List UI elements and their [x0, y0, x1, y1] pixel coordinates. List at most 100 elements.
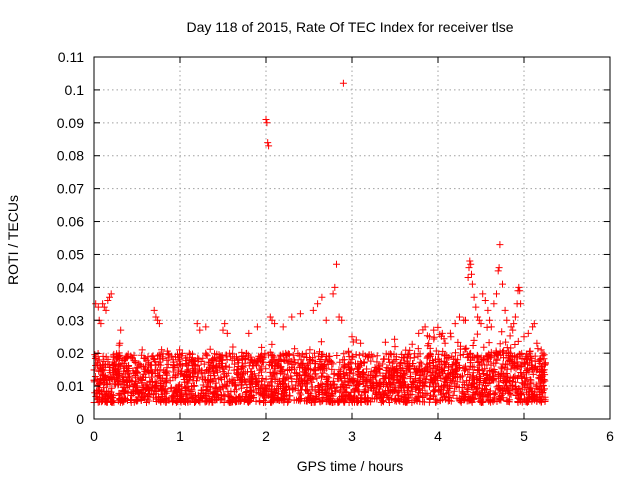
data-point	[99, 352, 107, 360]
data-point	[101, 372, 109, 380]
data-point	[318, 351, 325, 358]
data-point	[309, 354, 317, 362]
data-point	[539, 389, 547, 397]
data-point	[345, 393, 353, 401]
data-point	[279, 365, 287, 373]
data-point	[487, 323, 495, 331]
data-point	[389, 386, 397, 393]
data-point	[475, 367, 483, 375]
data-point	[414, 367, 422, 375]
data-point	[296, 389, 304, 397]
data-point	[385, 379, 393, 387]
data-point	[244, 368, 251, 376]
data-point	[364, 398, 372, 406]
data-point	[455, 361, 463, 369]
data-point	[443, 374, 451, 382]
data-point	[237, 384, 245, 392]
data-point	[468, 280, 476, 288]
data-point	[126, 382, 134, 390]
data-point	[95, 367, 103, 375]
data-point	[308, 378, 316, 386]
data-point	[225, 363, 233, 371]
data-point	[262, 116, 270, 123]
data-point	[373, 395, 381, 403]
data-point	[434, 323, 442, 331]
data-point	[380, 375, 388, 382]
data-point	[138, 346, 146, 354]
data-point	[428, 368, 436, 376]
data-point	[488, 376, 496, 384]
data-point	[430, 326, 438, 334]
data-point	[362, 352, 369, 360]
data-point	[441, 351, 449, 359]
data-point	[377, 379, 385, 387]
data-point	[91, 355, 99, 362]
data-point	[163, 367, 171, 375]
data-point	[399, 354, 407, 361]
data-point	[206, 345, 214, 353]
data-point	[492, 347, 500, 355]
y-tick-label: 0.05	[57, 246, 84, 262]
data-point	[504, 354, 512, 362]
data-point	[115, 370, 123, 377]
x-tick-label: 6	[606, 428, 614, 444]
data-point	[225, 398, 233, 406]
data-point	[352, 336, 360, 344]
data-point	[210, 356, 218, 364]
data-point	[475, 316, 483, 324]
data-point	[498, 365, 506, 373]
data-point	[340, 356, 348, 364]
data-point	[492, 389, 500, 397]
data-point	[384, 382, 391, 390]
data-point	[505, 377, 513, 385]
data-point	[289, 385, 297, 393]
x-axis-tick-labels: 0 1 2 3 4 5 6	[90, 428, 614, 444]
data-point	[464, 371, 472, 378]
data-point	[202, 349, 210, 357]
data-point	[355, 397, 362, 405]
data-point	[468, 270, 475, 278]
data-point	[405, 362, 413, 370]
data-point	[252, 380, 260, 388]
data-point	[385, 355, 392, 363]
data-point	[323, 357, 331, 365]
data-point	[106, 293, 113, 301]
data-point	[265, 142, 273, 150]
data-point	[425, 333, 433, 341]
data-point	[498, 328, 506, 336]
data-point	[517, 396, 525, 404]
data-point	[260, 399, 267, 406]
data-point	[243, 388, 251, 395]
data-point	[390, 373, 398, 381]
data-point	[461, 396, 469, 403]
data-point	[446, 385, 454, 392]
data-point	[167, 385, 175, 393]
data-point	[161, 378, 169, 386]
data-point	[385, 396, 393, 404]
data-point	[103, 398, 111, 406]
data-point	[475, 358, 483, 366]
data-point	[510, 320, 518, 328]
data-point	[501, 306, 509, 314]
data-point	[477, 320, 485, 328]
data-point	[525, 359, 533, 367]
data-point	[384, 364, 392, 372]
data-point	[262, 375, 270, 383]
data-point	[402, 346, 410, 354]
y-tick-label: 0.11	[58, 49, 84, 65]
data-point	[221, 320, 229, 328]
data-point	[491, 351, 499, 359]
data-point	[507, 365, 515, 373]
data-point	[432, 347, 440, 355]
data-point	[527, 384, 535, 392]
data-point	[439, 364, 447, 372]
data-point	[184, 398, 192, 406]
data-point	[143, 385, 150, 392]
data-point	[104, 360, 112, 368]
data-point	[453, 370, 461, 378]
data-point	[475, 378, 483, 386]
data-point	[416, 374, 424, 382]
data-points	[90, 79, 549, 406]
data-point	[404, 353, 412, 361]
data-point	[331, 387, 339, 395]
